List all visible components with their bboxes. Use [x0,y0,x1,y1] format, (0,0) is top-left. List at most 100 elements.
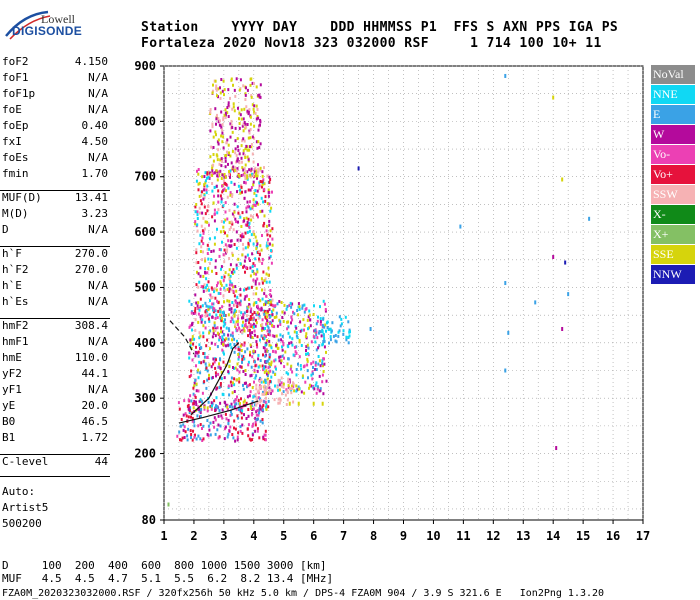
echo-point [231,433,234,436]
param-separator [0,246,110,247]
echo-point [252,215,254,219]
echo-point [259,386,262,390]
echo-point [254,204,257,207]
echo-point [291,318,294,322]
echo-point [220,110,223,114]
echo-point [277,338,280,342]
echo-point [194,318,197,322]
echo-point [347,320,350,324]
echo-point [223,93,225,97]
echo-point [197,272,200,276]
echo-point [197,182,200,186]
echo-point [212,362,215,366]
echo-point [199,250,202,253]
echo-point [245,314,248,318]
echo-point [231,251,234,255]
echo-point [263,312,266,316]
echo-point [197,261,200,264]
echo-point [267,384,270,387]
echo-point [298,305,301,309]
echo-point [214,130,217,134]
x-tick-label: 17 [636,529,650,543]
echo-point [278,383,281,387]
echo-point [184,412,187,416]
echo-point [224,113,227,117]
echo-point [256,335,259,339]
x-tick-label: 5 [280,529,287,543]
echo-point [217,436,220,440]
echo-point [257,251,260,254]
y-tick-label: 900 [134,59,156,73]
echo-point [187,415,190,419]
echo-point [327,327,330,331]
echo-point [224,165,227,169]
echo-point [251,331,254,335]
echo-point [198,194,201,198]
echo-point [257,170,260,174]
echo-point [534,300,537,305]
echo-point [226,299,229,303]
echo-point [286,327,289,331]
echo-point [252,316,255,320]
echo-point [225,283,228,287]
echo-point [235,289,238,293]
echo-point [236,305,239,308]
echo-point [216,154,219,158]
echo-point [228,151,230,155]
echo-point [219,424,222,428]
echo-point [266,315,268,319]
echo-point [200,320,203,324]
echo-point [244,156,247,159]
param-name: yF2 [2,367,22,380]
echo-point [264,438,267,442]
echo-point [266,321,269,325]
echo-point [201,190,203,194]
echo-point [348,330,351,334]
echo-point [221,184,223,188]
echo-point [279,355,282,359]
echo-point [263,366,266,370]
echo-point [219,158,222,162]
echo-point [317,362,320,366]
echo-point [312,366,314,369]
echo-point [314,363,317,367]
echo-point [259,397,262,401]
echo-point [239,429,242,433]
echo-point [304,335,307,338]
echo-point [236,145,239,149]
echo-point [247,423,250,427]
echo-point [278,379,281,383]
echo-point [255,343,258,347]
echo-point [303,323,306,327]
echo-point [252,183,255,187]
echo-point [249,274,252,278]
echo-point [224,425,227,429]
echo-point [274,350,277,354]
echo-point [248,168,251,172]
echo-point [267,190,270,194]
echo-point [225,182,228,186]
echo-point [297,362,299,366]
param-row: hmF2 308.4 [2,318,108,334]
echo-point [197,320,200,324]
echo-point [243,107,246,111]
echo-point [271,237,274,241]
echo-point [282,343,285,347]
echo-point [242,137,245,141]
echo-point [264,199,267,203]
echo-point [267,266,270,270]
echo-point [227,186,230,190]
echo-point [235,153,238,157]
echo-point [249,438,252,442]
echo-point [226,435,229,439]
param-value: N/A [88,103,108,116]
param-name: h`F2 [2,263,29,276]
echo-point [239,78,242,82]
echo-point [287,345,290,349]
echo-point [223,300,225,304]
echo-point [220,157,223,161]
echo-point [213,360,216,364]
legend-item: X+ [651,225,695,244]
echo-point [251,103,254,107]
echo-point [211,295,214,299]
